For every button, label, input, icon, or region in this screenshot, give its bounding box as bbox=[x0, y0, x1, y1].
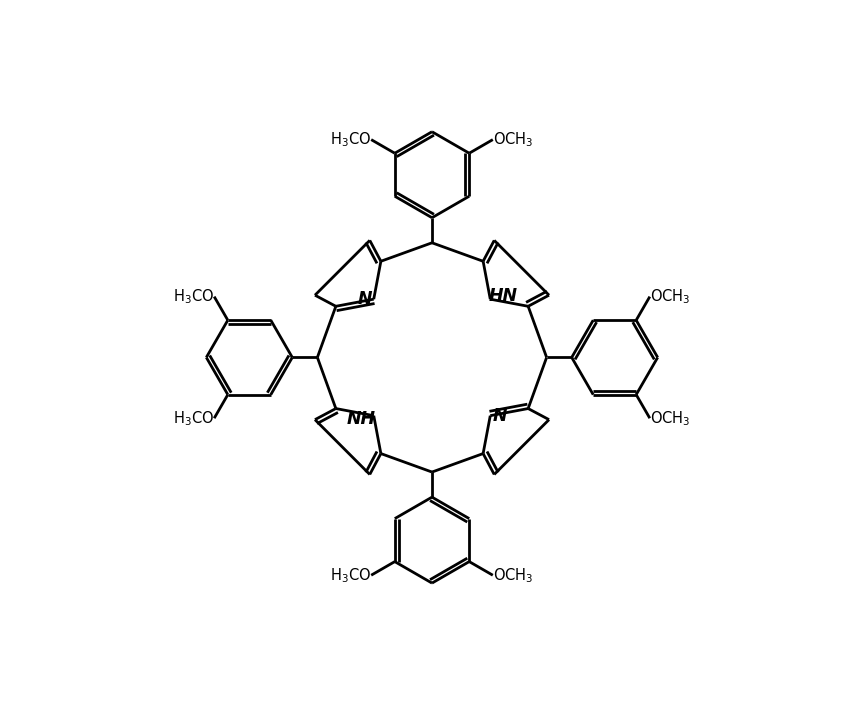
Text: NH: NH bbox=[346, 410, 375, 428]
Text: H$_3$CO: H$_3$CO bbox=[330, 566, 372, 585]
Text: OCH$_3$: OCH$_3$ bbox=[492, 566, 533, 585]
Text: H$_3$CO: H$_3$CO bbox=[330, 130, 372, 149]
Text: H$_3$CO: H$_3$CO bbox=[173, 287, 214, 306]
Text: OCH$_3$: OCH$_3$ bbox=[650, 287, 690, 306]
Text: HN: HN bbox=[489, 287, 518, 305]
Text: N: N bbox=[492, 406, 507, 425]
Text: H$_3$CO: H$_3$CO bbox=[173, 409, 214, 427]
Text: OCH$_3$: OCH$_3$ bbox=[650, 409, 690, 427]
Text: OCH$_3$: OCH$_3$ bbox=[492, 130, 533, 149]
Text: N: N bbox=[357, 290, 372, 308]
